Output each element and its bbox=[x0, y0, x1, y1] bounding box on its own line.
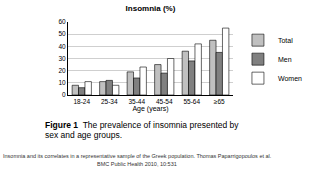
svg-text:45-54: 45-54 bbox=[156, 98, 173, 105]
svg-text:Men: Men bbox=[278, 56, 292, 63]
svg-text:10: 10 bbox=[58, 79, 66, 86]
svg-text:0: 0 bbox=[62, 91, 66, 98]
svg-text:sex and age groups.: sex and age groups. bbox=[45, 130, 122, 140]
svg-text:25-34: 25-34 bbox=[101, 98, 118, 105]
svg-text:30: 30 bbox=[58, 55, 66, 62]
svg-text:60: 60 bbox=[58, 18, 66, 25]
svg-text:40: 40 bbox=[58, 43, 66, 50]
svg-text:35-44: 35-44 bbox=[128, 98, 145, 105]
svg-text:Total: Total bbox=[278, 37, 293, 44]
svg-text:Insomnia and its correlates in: Insomnia and its correlates in a represe… bbox=[3, 153, 272, 159]
svg-text:50: 50 bbox=[58, 30, 66, 37]
svg-text:BMC Public Health 2010, 10:531: BMC Public Health 2010, 10:531 bbox=[97, 161, 177, 167]
svg-text:Insomnia (%): Insomnia (%) bbox=[126, 4, 176, 13]
svg-text:≥65: ≥65 bbox=[214, 98, 225, 105]
svg-text:18-24: 18-24 bbox=[73, 98, 90, 105]
svg-text:Women: Women bbox=[278, 75, 302, 82]
svg-text:20: 20 bbox=[58, 67, 66, 74]
svg-text:Figure 1 The prevalence of in: Figure 1 The prevalence of insomnia pres… bbox=[45, 120, 239, 130]
svg-text:Age (years): Age (years) bbox=[132, 105, 168, 113]
svg-text:55-64: 55-64 bbox=[183, 98, 200, 105]
